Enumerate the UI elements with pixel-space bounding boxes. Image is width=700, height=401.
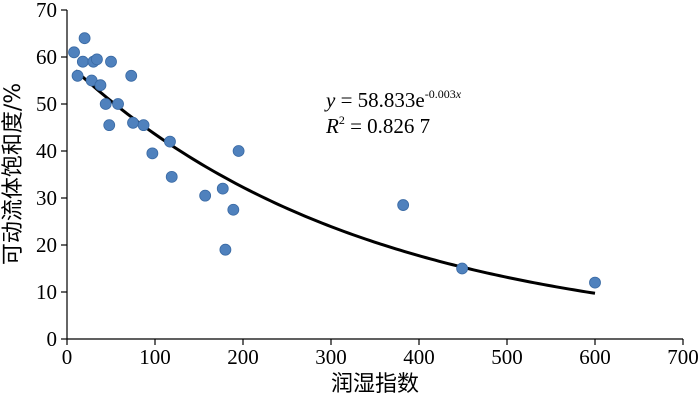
x-ticks: 0 100 200 300 400 500 600 700 (62, 339, 699, 369)
data-point (94, 79, 107, 92)
equation-y-var: y (324, 88, 336, 112)
r-squared-value: = 0.826 7 (345, 114, 430, 138)
data-point (146, 147, 159, 160)
data-point (91, 53, 103, 66)
x-tick-label: 300 (315, 345, 347, 369)
data-point (164, 135, 176, 148)
data-point (68, 46, 80, 59)
data-point (125, 69, 138, 82)
data-point (99, 98, 112, 110)
fit-equation: y = 58.833e-0.003x R2 = 0.826 7 (324, 87, 462, 138)
y-tick-label: 20 (36, 233, 57, 257)
y-tick-label: 70 (36, 0, 57, 22)
data-point (165, 170, 178, 183)
data-point (105, 55, 117, 68)
x-tick-label: 0 (62, 345, 73, 369)
r-squared-power: 2 (339, 113, 345, 127)
y-tick-label: 40 (36, 139, 57, 163)
data-point (397, 199, 410, 211)
data-point (71, 69, 84, 82)
data-point (137, 119, 150, 132)
data-point (112, 98, 124, 110)
y-tick-label: 10 (36, 280, 57, 304)
equation-line-2: R2 = 0.826 7 (325, 113, 430, 138)
fit-curve (74, 69, 596, 295)
y-tick-label: 60 (36, 45, 57, 69)
x-tick-label: 100 (139, 345, 171, 369)
equation-line-1: y = 58.833e-0.003x (324, 87, 462, 112)
data-point (219, 243, 232, 256)
data-point (456, 262, 469, 275)
x-tick-label: 600 (579, 345, 611, 369)
y-tick-label: 0 (47, 327, 58, 351)
equation-rhs: = 58.833e (335, 88, 424, 112)
x-tick-label: 200 (227, 345, 259, 369)
x-tick-label: 700 (667, 345, 699, 369)
data-point (227, 203, 240, 216)
data-point (232, 145, 245, 157)
x-tick-label: 400 (403, 345, 435, 369)
data-point (216, 182, 229, 195)
x-tick-label: 500 (491, 345, 523, 369)
data-point (78, 32, 91, 45)
data-point (103, 119, 116, 132)
y-tick-label: 50 (36, 92, 57, 116)
data-point (76, 55, 89, 68)
data-point (199, 189, 212, 202)
equation-exponent-var: x (455, 87, 462, 101)
x-axis-label: 润湿指数 (331, 372, 419, 397)
data-point (589, 276, 601, 289)
data-point (127, 116, 139, 129)
equation-exponent: -0.003 (425, 87, 456, 101)
y-ticks: 0 10 20 30 40 50 60 70 (36, 0, 67, 351)
y-axis-label: 可动流体饱和度/% (1, 83, 26, 265)
r-squared-var: R (325, 114, 339, 138)
data-points (68, 32, 601, 289)
y-tick-label: 30 (36, 186, 57, 210)
